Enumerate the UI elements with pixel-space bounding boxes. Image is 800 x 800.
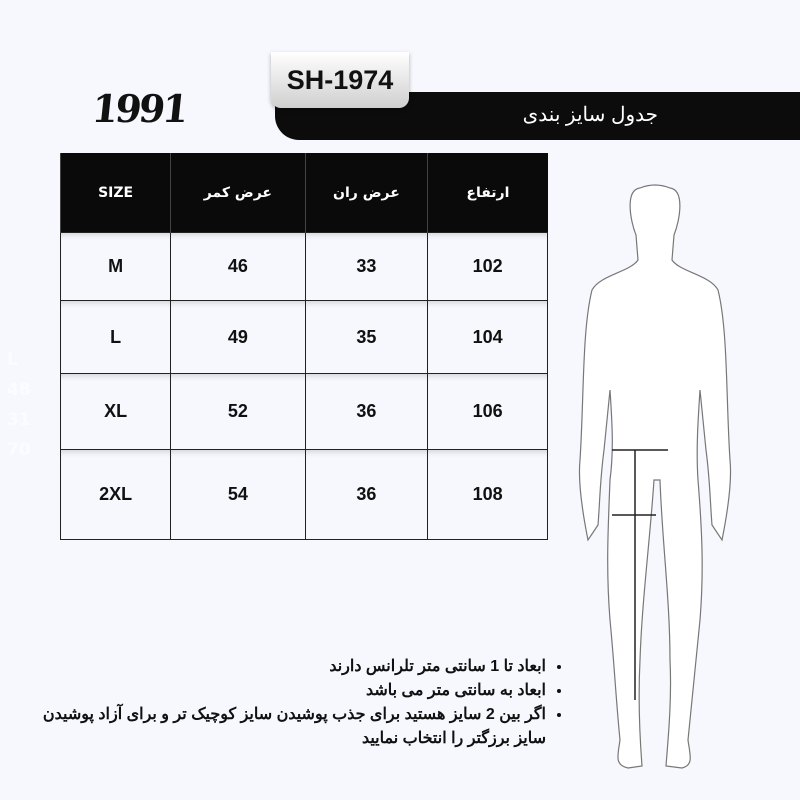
faint-value: 48 <box>7 380 31 400</box>
note-item: اگر بین 2 سایز هستید برای جذب پوشیدن سای… <box>26 703 546 751</box>
cell: 46 <box>170 232 306 301</box>
header-waist: عرض کمر <box>170 153 306 233</box>
header-height: ارتفاع <box>427 153 548 233</box>
table-row: 2XL 54 36 108 <box>59 449 548 540</box>
notes-list: ابعاد تا 1 سانتی متر تلرانس دارند ابعاد … <box>26 655 568 751</box>
cell: 102 <box>427 232 548 301</box>
cell: 36 <box>304 449 429 540</box>
cell: 52 <box>170 373 306 450</box>
cell: L <box>59 300 172 374</box>
table-header: SIZE عرض کمر عرض ران ارتفاع <box>59 153 548 233</box>
faint-values: L 48 31 70 <box>7 345 31 465</box>
note-item: ابعاد تا 1 سانتی متر تلرانس دارند <box>26 655 546 679</box>
cell: 106 <box>427 373 548 450</box>
model-code: SH-1974 <box>271 52 409 108</box>
cell: 2XL <box>59 449 172 540</box>
human-figure-icon <box>578 184 732 769</box>
cell: 36 <box>304 373 429 450</box>
size-table: SIZE عرض کمر عرض ران ارتفاع M 46 33 102 L 49… <box>59 153 548 540</box>
table-row: L 49 35 104 <box>59 300 548 374</box>
cell: XL <box>59 373 172 450</box>
header-size: SIZE <box>59 153 171 233</box>
faint-value: 31 <box>7 410 31 430</box>
cell: 104 <box>427 300 548 374</box>
faint-value: L <box>7 350 18 370</box>
table-row: M 46 33 102 <box>59 232 548 301</box>
table-row: XL 52 36 106 <box>59 373 548 450</box>
cell: M <box>59 232 172 301</box>
cell: 49 <box>170 300 306 374</box>
cell: 35 <box>304 300 429 374</box>
cell: 54 <box>170 449 306 540</box>
cell: 33 <box>304 232 429 301</box>
page-title: جدول سایز بندی <box>522 104 658 126</box>
cell: 108 <box>427 449 548 540</box>
header-thigh: عرض ران <box>304 153 428 233</box>
faint-value: 70 <box>7 440 31 460</box>
brand-logo: 1991 <box>89 86 189 131</box>
note-item: ابعاد به سانتی متر می باشد <box>26 679 546 703</box>
